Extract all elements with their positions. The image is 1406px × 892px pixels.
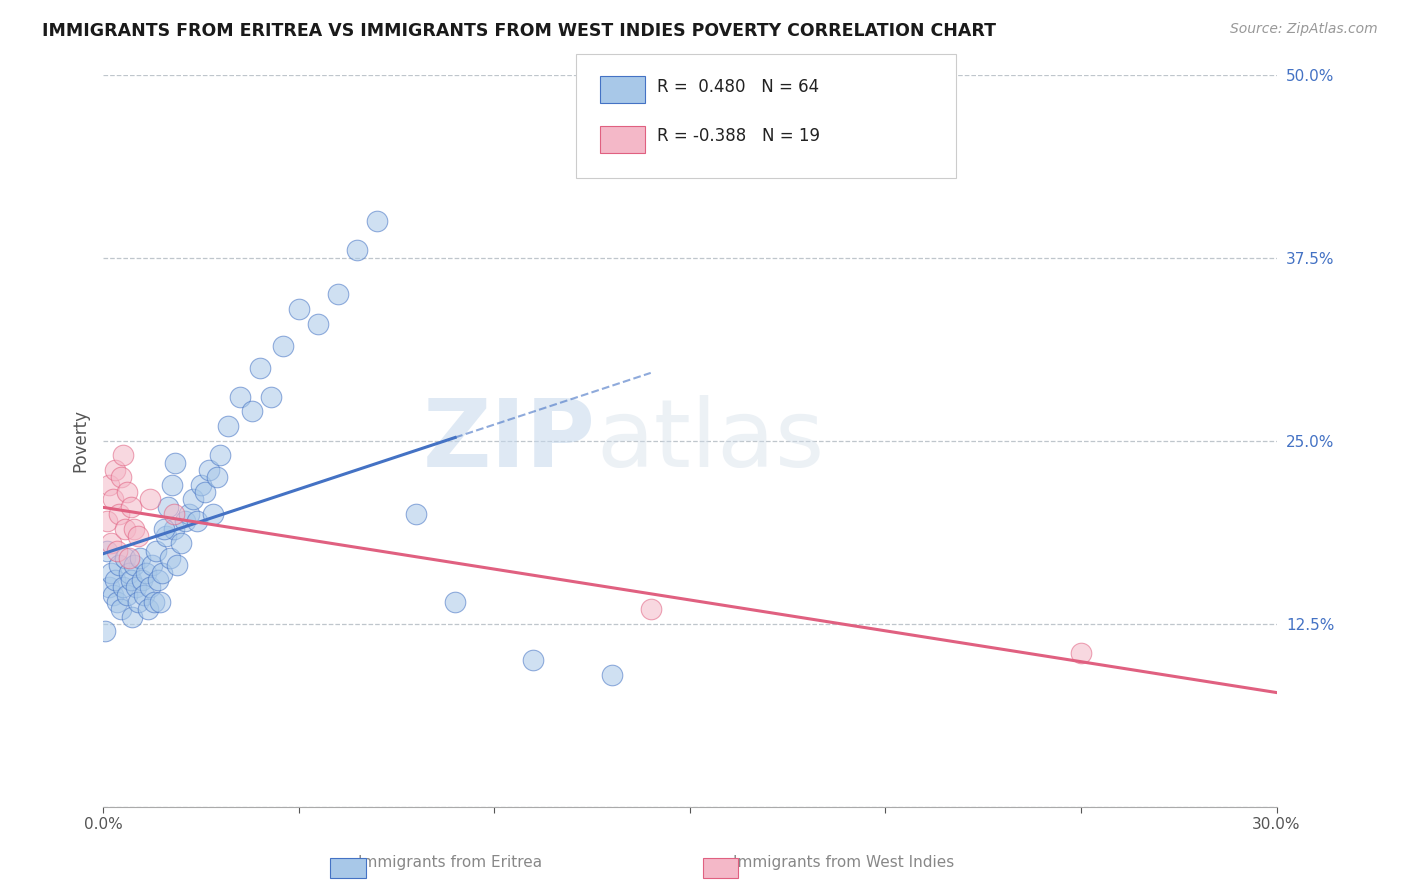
Point xyxy=(110,470,132,484)
Point xyxy=(405,507,427,521)
Point xyxy=(162,507,184,521)
Point xyxy=(326,287,349,301)
Text: R =  0.480   N = 64: R = 0.480 N = 64 xyxy=(657,78,818,95)
Text: Immigrants from Eritrea: Immigrants from Eritrea xyxy=(359,855,541,870)
Text: Source: ZipAtlas.com: Source: ZipAtlas.com xyxy=(1230,22,1378,37)
Point xyxy=(143,595,166,609)
Point xyxy=(110,602,132,616)
Y-axis label: Poverty: Poverty xyxy=(72,409,89,472)
Point xyxy=(346,244,368,258)
Point xyxy=(186,514,208,528)
Point xyxy=(249,360,271,375)
Point xyxy=(124,522,146,536)
Point xyxy=(101,492,124,507)
Point xyxy=(114,550,136,565)
Point xyxy=(194,485,217,500)
Point xyxy=(111,580,134,594)
Text: atlas: atlas xyxy=(596,395,824,487)
Point xyxy=(107,558,129,573)
Point xyxy=(98,580,121,594)
Point xyxy=(209,449,232,463)
Point xyxy=(181,492,204,507)
Point xyxy=(205,470,228,484)
Point xyxy=(141,558,163,573)
Point xyxy=(101,588,124,602)
Point xyxy=(96,514,118,528)
Point xyxy=(104,463,127,477)
Point xyxy=(166,558,188,573)
Point xyxy=(217,419,239,434)
Point xyxy=(162,522,184,536)
Point xyxy=(522,653,544,667)
Point xyxy=(135,566,157,580)
Point xyxy=(98,477,121,491)
Point xyxy=(146,573,169,587)
Text: R = -0.388   N = 19: R = -0.388 N = 19 xyxy=(657,128,820,145)
Point xyxy=(124,558,146,573)
Point xyxy=(127,529,149,543)
Point xyxy=(111,449,134,463)
Point xyxy=(170,536,193,550)
Text: Immigrants from West Indies: Immigrants from West Indies xyxy=(733,855,955,870)
Point xyxy=(260,390,283,404)
Point xyxy=(287,301,309,316)
Point xyxy=(1070,646,1092,660)
Point xyxy=(240,404,263,418)
Point xyxy=(150,566,173,580)
Point xyxy=(197,463,219,477)
Point xyxy=(640,602,662,616)
Point xyxy=(600,668,623,682)
Point xyxy=(190,477,212,491)
Point xyxy=(129,550,152,565)
Point xyxy=(229,390,252,404)
Point xyxy=(114,522,136,536)
Point xyxy=(134,588,156,602)
Point xyxy=(271,338,294,352)
Point xyxy=(131,573,153,587)
Point xyxy=(96,543,118,558)
Point xyxy=(155,529,177,543)
Point xyxy=(152,522,174,536)
Point xyxy=(160,477,183,491)
Point xyxy=(100,536,122,550)
Point xyxy=(121,609,143,624)
Point xyxy=(120,500,142,514)
Point xyxy=(100,566,122,580)
Point xyxy=(174,514,197,528)
Point xyxy=(307,317,329,331)
Point xyxy=(165,456,187,470)
Point xyxy=(94,624,117,639)
Text: IMMIGRANTS FROM ERITREA VS IMMIGRANTS FROM WEST INDIES POVERTY CORRELATION CHART: IMMIGRANTS FROM ERITREA VS IMMIGRANTS FR… xyxy=(42,22,997,40)
Point xyxy=(120,573,142,587)
Point xyxy=(201,507,224,521)
Point xyxy=(149,595,172,609)
Point xyxy=(105,543,128,558)
Point xyxy=(156,500,179,514)
Point xyxy=(105,595,128,609)
Point xyxy=(127,595,149,609)
Point xyxy=(107,507,129,521)
Point xyxy=(179,507,201,521)
Text: ZIP: ZIP xyxy=(423,395,596,487)
Point xyxy=(117,566,139,580)
Point xyxy=(139,580,162,594)
Point xyxy=(136,602,159,616)
Point xyxy=(366,214,388,228)
Point xyxy=(145,543,167,558)
Point xyxy=(125,580,148,594)
Point xyxy=(104,573,127,587)
Point xyxy=(139,492,162,507)
Point xyxy=(444,595,467,609)
Point xyxy=(117,550,139,565)
Point xyxy=(115,588,138,602)
Point xyxy=(159,550,181,565)
Point xyxy=(115,485,138,500)
